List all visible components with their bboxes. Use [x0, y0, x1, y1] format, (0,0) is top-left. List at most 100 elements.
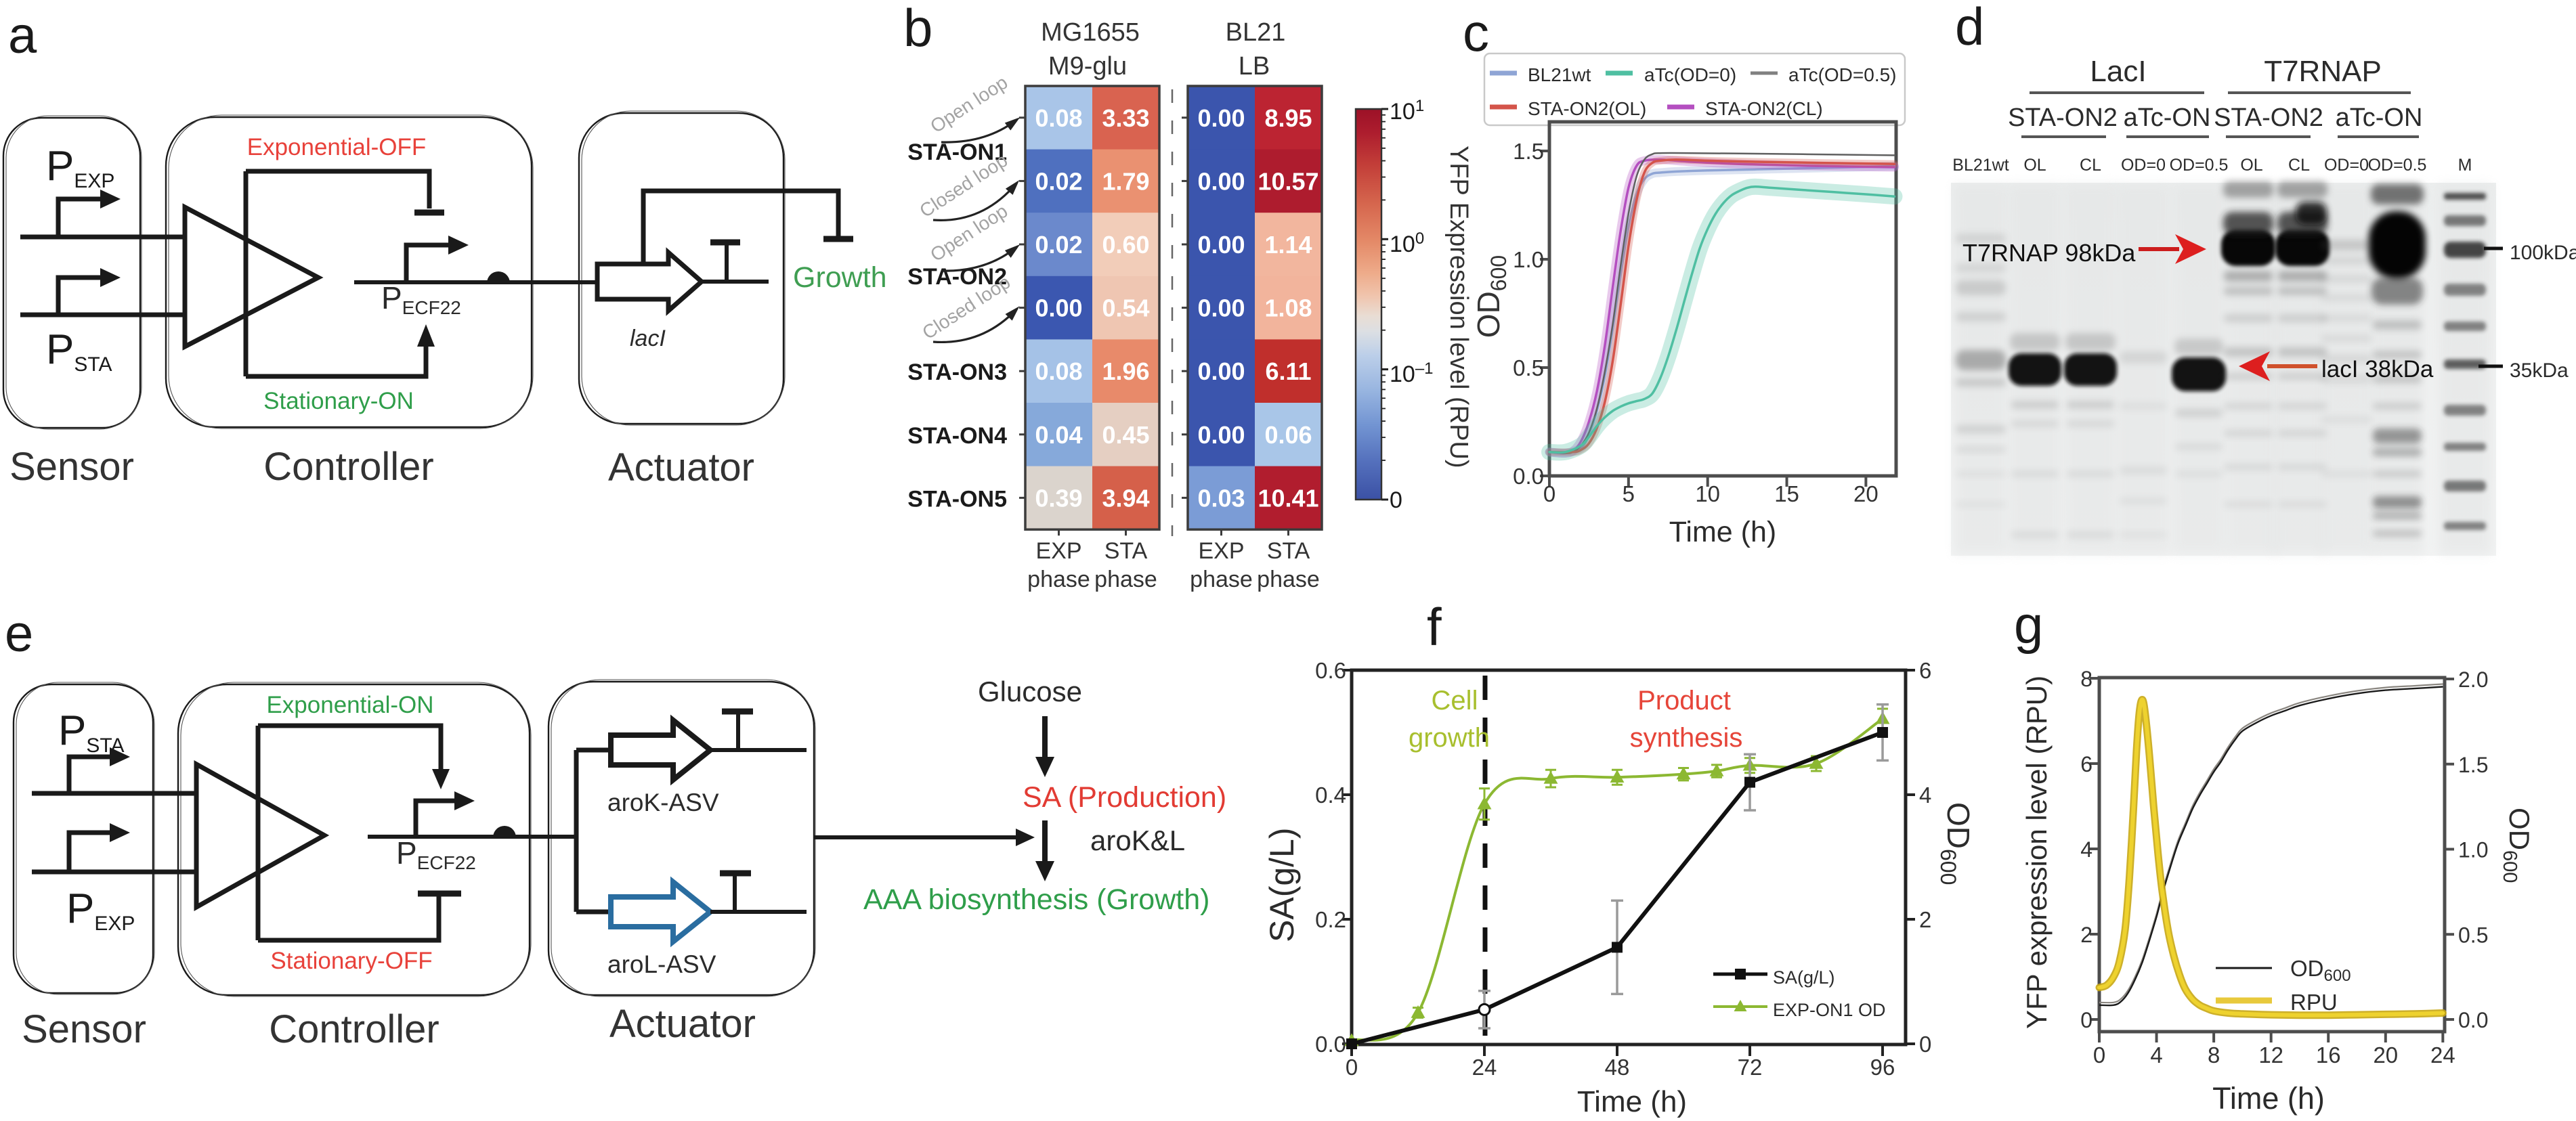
svg-text:Time (h): Time (h)	[1577, 1085, 1687, 1118]
svg-text:e: e	[5, 605, 33, 663]
svg-text:a: a	[8, 7, 37, 64]
svg-text:STA-ON2(OL): STA-ON2(OL)	[1528, 98, 1646, 119]
svg-text:1.14: 1.14	[1264, 231, 1312, 259]
svg-text:b: b	[903, 0, 932, 58]
svg-text:8: 8	[2080, 667, 2092, 691]
svg-text:SA (Production): SA (Production)	[1023, 781, 1226, 814]
svg-text:0.5: 0.5	[1513, 355, 1544, 380]
svg-text:STA-ON4: STA-ON4	[907, 423, 1007, 449]
svg-text:LB: LB	[1239, 52, 1270, 81]
svg-text:phase: phase	[1257, 567, 1320, 592]
svg-text:aTc-ON: aTc-ON	[2124, 104, 2211, 132]
svg-text:OD=0.5: OD=0.5	[2170, 156, 2229, 175]
svg-text:0.00: 0.00	[1035, 294, 1082, 322]
svg-text:aroK-ASV: aroK-ASV	[607, 789, 719, 816]
svg-text:1.5: 1.5	[1513, 139, 1544, 164]
svg-text:8: 8	[2208, 1042, 2220, 1068]
svg-text:T7RNAP 98kDa: T7RNAP 98kDa	[1962, 239, 2136, 267]
svg-text:48: 48	[1605, 1055, 1630, 1080]
svg-text:0.2: 0.2	[1315, 907, 1346, 932]
svg-text:Controller: Controller	[263, 445, 433, 489]
svg-text:3.33: 3.33	[1102, 104, 1149, 132]
svg-text:20: 20	[2373, 1042, 2398, 1068]
svg-text:0.03: 0.03	[1197, 484, 1245, 512]
svg-text:Product: Product	[1637, 686, 1731, 716]
svg-text:2: 2	[1919, 907, 1931, 932]
svg-text:synthesis: synthesis	[1630, 723, 1743, 753]
svg-text:SA(g/L): SA(g/L)	[1773, 967, 1835, 988]
svg-text:4: 4	[1919, 783, 1931, 808]
svg-text:0.00: 0.00	[1197, 357, 1245, 385]
svg-text:MG1655: MG1655	[1041, 18, 1140, 47]
svg-text:d: d	[1955, 0, 1984, 56]
svg-text:OL: OL	[2240, 156, 2262, 175]
svg-text:Stationary-OFF: Stationary-OFF	[270, 948, 432, 974]
svg-text:100kDa: 100kDa	[2510, 242, 2576, 264]
svg-text:0: 0	[1346, 1055, 1358, 1080]
svg-text:Sensor: Sensor	[22, 1007, 146, 1051]
svg-text:aTc(OD=0): aTc(OD=0)	[1644, 64, 1736, 85]
svg-text:1.5: 1.5	[2458, 753, 2488, 777]
svg-text:f: f	[1427, 597, 1442, 657]
svg-text:lacI: lacI	[630, 326, 666, 351]
svg-text:0.00: 0.00	[1197, 231, 1245, 259]
svg-text:0.6: 0.6	[1315, 658, 1346, 683]
svg-text:OL: OL	[2023, 156, 2046, 175]
svg-text:Exponential-ON: Exponential-ON	[266, 692, 433, 718]
svg-text:BL21wt: BL21wt	[1952, 156, 2009, 175]
svg-text:Growth: Growth	[793, 261, 887, 294]
svg-text:CL: CL	[2288, 156, 2310, 175]
svg-text:aroL-ASV: aroL-ASV	[607, 950, 716, 978]
svg-text:2.0: 2.0	[2458, 667, 2488, 692]
svg-text:0.00: 0.00	[1197, 421, 1245, 449]
svg-text:T7RNAP: T7RNAP	[2264, 55, 2382, 88]
svg-text:72: 72	[1738, 1055, 1763, 1080]
svg-text:20: 20	[1853, 481, 1879, 506]
svg-text:1.79: 1.79	[1102, 167, 1149, 195]
svg-text:10.41: 10.41	[1258, 484, 1318, 512]
svg-text:0.00: 0.00	[1197, 167, 1245, 195]
svg-text:AAA biosynthesis (Growth): AAA biosynthesis (Growth)	[863, 883, 1209, 916]
svg-text:STA-ON3: STA-ON3	[907, 359, 1007, 385]
svg-text:STA-ON2: STA-ON2	[2214, 104, 2323, 132]
svg-text:0: 0	[1919, 1032, 1931, 1057]
svg-text:0.5: 0.5	[2458, 923, 2488, 947]
svg-text:4: 4	[2150, 1042, 2162, 1068]
svg-text:STA-ON2: STA-ON2	[2008, 104, 2118, 132]
svg-text:0.04: 0.04	[1035, 421, 1082, 449]
svg-text:0.60: 0.60	[1102, 231, 1149, 259]
svg-text:STA-ON1: STA-ON1	[907, 139, 1007, 165]
svg-text:0.06: 0.06	[1264, 421, 1312, 449]
svg-text:STA-ON5: STA-ON5	[907, 486, 1007, 512]
svg-text:0.4: 0.4	[1315, 783, 1346, 808]
svg-text:0.0: 0.0	[1315, 1032, 1346, 1057]
svg-text:6.11: 6.11	[1265, 357, 1311, 385]
svg-text:3.94: 3.94	[1102, 484, 1149, 512]
svg-text:Sensor: Sensor	[9, 445, 134, 489]
svg-text:Time (h): Time (h)	[1669, 516, 1776, 548]
svg-text:0: 0	[1390, 487, 1402, 513]
svg-text:aTc-ON: aTc-ON	[2336, 104, 2423, 132]
svg-text:STA: STA	[1267, 538, 1310, 564]
svg-text:8.95: 8.95	[1264, 104, 1312, 132]
svg-text:24: 24	[2430, 1042, 2455, 1068]
svg-text:YFP Expression level (RPU): YFP Expression level (RPU)	[1444, 146, 1473, 468]
svg-text:0.45: 0.45	[1102, 421, 1149, 449]
svg-text:0.00: 0.00	[1197, 294, 1245, 322]
svg-text:SA(g/L): SA(g/L)	[1263, 827, 1301, 942]
svg-text:lacI 38kDa: lacI 38kDa	[2321, 356, 2434, 382]
svg-text:1.0: 1.0	[1513, 247, 1544, 272]
svg-text:1.0: 1.0	[2458, 838, 2488, 862]
svg-text:10: 10	[1695, 481, 1720, 506]
svg-text:1.08: 1.08	[1264, 294, 1312, 322]
svg-text:Actuator: Actuator	[608, 445, 754, 489]
svg-text:aTc(OD=0.5): aTc(OD=0.5)	[1788, 64, 1897, 85]
svg-text:OD=0.5: OD=0.5	[2368, 156, 2427, 175]
svg-text:M: M	[2458, 156, 2472, 175]
svg-text:4: 4	[2080, 837, 2092, 862]
svg-text:EXP-ON1 OD: EXP-ON1 OD	[1773, 1000, 1886, 1020]
svg-text:EXP: EXP	[1035, 538, 1081, 564]
svg-text:Controller: Controller	[269, 1007, 439, 1051]
svg-text:STA-ON2: STA-ON2	[907, 264, 1007, 290]
svg-text:LacI: LacI	[2090, 55, 2146, 88]
